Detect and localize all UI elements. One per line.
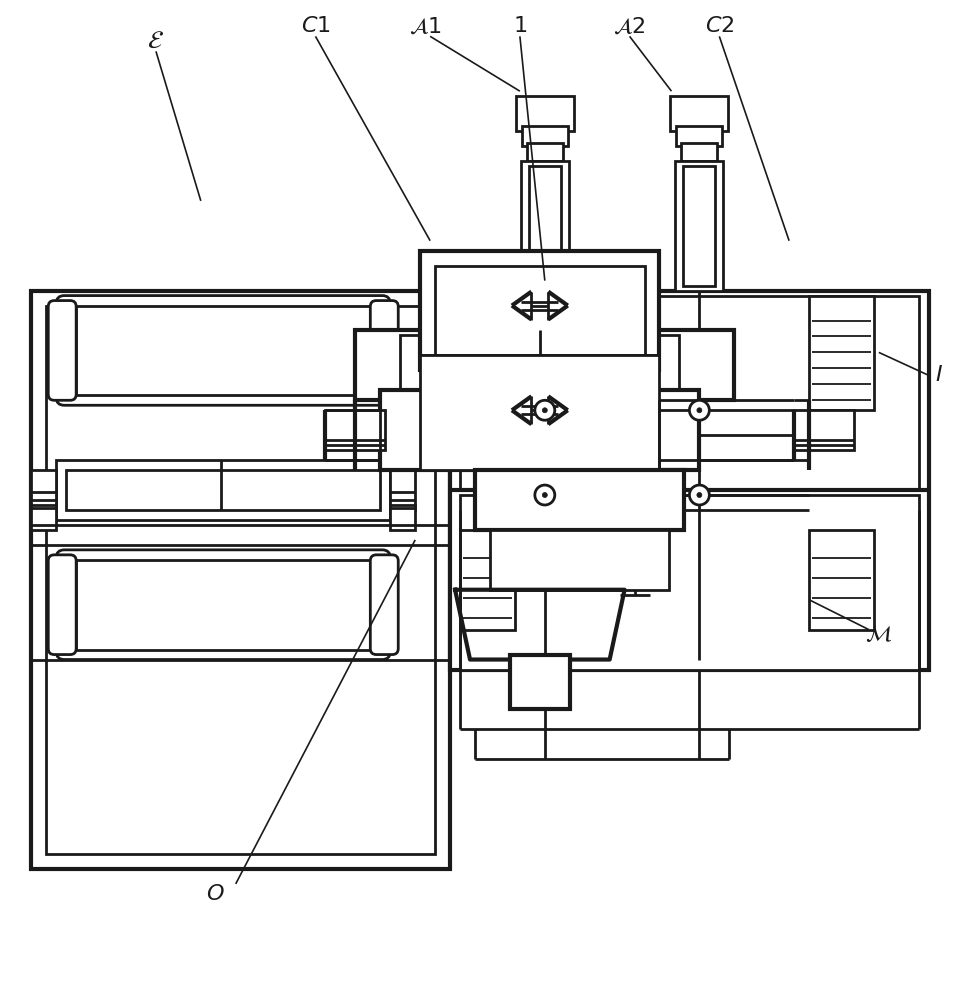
Circle shape — [689, 400, 710, 420]
FancyBboxPatch shape — [48, 301, 76, 400]
Bar — [435, 266, 645, 355]
FancyBboxPatch shape — [370, 301, 398, 400]
Bar — [46, 306, 435, 854]
Circle shape — [543, 493, 548, 498]
Text: $I$: $I$ — [935, 365, 943, 385]
Circle shape — [697, 493, 702, 498]
Bar — [794, 410, 854, 450]
Bar — [676, 161, 723, 291]
Text: $C2$: $C2$ — [705, 16, 734, 36]
Bar — [490, 530, 669, 590]
Circle shape — [543, 408, 548, 413]
Bar — [400, 335, 680, 390]
Bar — [390, 505, 415, 530]
Bar — [460, 495, 919, 670]
Bar — [682, 143, 717, 161]
Bar — [529, 166, 561, 286]
Bar — [31, 470, 56, 510]
Bar — [521, 161, 569, 291]
Bar — [475, 470, 684, 530]
FancyBboxPatch shape — [56, 296, 390, 405]
Bar — [390, 470, 415, 510]
Bar — [56, 460, 390, 520]
Text: $\mathcal{A}1$: $\mathcal{A}1$ — [409, 16, 442, 37]
Bar — [683, 166, 715, 286]
Bar — [677, 126, 722, 146]
FancyBboxPatch shape — [56, 550, 390, 660]
Bar — [380, 390, 699, 470]
FancyBboxPatch shape — [48, 555, 76, 655]
Bar — [420, 251, 659, 370]
Bar — [450, 291, 928, 670]
Bar — [76, 560, 370, 650]
FancyBboxPatch shape — [370, 555, 398, 655]
Bar — [527, 143, 563, 161]
Bar — [510, 655, 570, 709]
Text: $\mathcal{E}$: $\mathcal{E}$ — [147, 29, 165, 53]
Bar — [76, 306, 370, 395]
Bar — [460, 530, 515, 630]
Bar — [809, 530, 874, 630]
Bar — [326, 410, 386, 450]
Bar — [356, 330, 735, 400]
Bar — [31, 505, 56, 530]
Bar — [460, 296, 919, 490]
Bar — [516, 96, 574, 131]
Circle shape — [535, 485, 555, 505]
Circle shape — [535, 400, 555, 420]
Text: $\mathcal{M}$: $\mathcal{M}$ — [866, 625, 893, 645]
Bar — [420, 355, 659, 470]
Text: $C1$: $C1$ — [301, 16, 331, 36]
Text: $\mathcal{A}2$: $\mathcal{A}2$ — [613, 16, 646, 37]
Text: $1$: $1$ — [513, 16, 527, 36]
Bar — [809, 296, 874, 410]
Bar — [670, 96, 728, 131]
Bar — [31, 291, 450, 869]
Circle shape — [689, 485, 710, 505]
Bar — [522, 126, 568, 146]
Bar — [460, 296, 515, 410]
Text: $O$: $O$ — [206, 884, 225, 904]
Circle shape — [697, 408, 702, 413]
Bar — [67, 470, 380, 510]
Polygon shape — [455, 590, 625, 660]
